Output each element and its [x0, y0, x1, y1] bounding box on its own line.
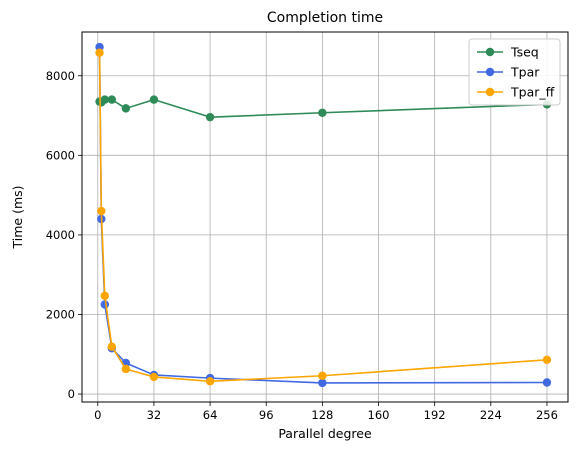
data-point	[318, 371, 327, 380]
legend-item: Tpar_ff	[477, 85, 555, 100]
y-axis: 0 2000 4000 6000 8000	[46, 69, 82, 401]
legend-item: Tseq	[477, 45, 539, 60]
data-point	[107, 95, 117, 104]
x-tick-label: 0	[94, 408, 101, 422]
x-tick-label: 160	[368, 408, 390, 422]
legend-swatch-marker	[485, 87, 495, 97]
chart-title: Completion time	[267, 10, 383, 26]
legend-label: Tpar_ff	[510, 85, 555, 100]
legend-swatch-marker	[485, 67, 495, 77]
series-tpar-ff	[95, 48, 552, 386]
data-point	[121, 364, 131, 374]
x-tick-label: 224	[480, 408, 502, 422]
legend-swatch-marker	[485, 47, 495, 57]
data-point	[100, 95, 110, 104]
y-tick-label: 8000	[46, 69, 75, 83]
data-point	[318, 108, 327, 117]
x-tick-label: 32	[147, 408, 162, 422]
data-point	[542, 355, 552, 365]
data-point	[97, 206, 106, 216]
y-axis-label: Time (ms)	[10, 185, 25, 249]
x-tick-label: 96	[259, 408, 274, 422]
data-point	[107, 342, 117, 351]
x-tick-label: 192	[424, 408, 446, 422]
y-tick-label: 0	[68, 387, 75, 401]
legend-label: Tseq	[510, 45, 539, 60]
legend-label: Tpar	[510, 65, 540, 80]
y-tick-label: 4000	[46, 228, 75, 242]
x-tick-label: 128	[311, 408, 333, 422]
y-tick-label: 2000	[46, 307, 75, 321]
x-axis-label: Parallel degree	[278, 426, 372, 441]
data-point	[95, 48, 104, 57]
data-point	[149, 95, 159, 104]
x-axis: 0 32 64 96 128 160 192 224 256	[94, 402, 558, 422]
plot-frame	[81, 31, 569, 403]
data-point	[542, 378, 552, 387]
data-point	[205, 112, 215, 122]
data-point	[100, 291, 110, 300]
data-point	[121, 104, 131, 113]
legend-item: Tpar	[477, 65, 540, 80]
x-tick-label: 256	[536, 408, 558, 422]
data-point	[149, 372, 159, 382]
data-point	[318, 378, 327, 388]
data-point	[205, 377, 215, 386]
series-layer	[95, 42, 552, 388]
y-tick-label: 6000	[46, 148, 75, 162]
x-tick-label: 64	[203, 408, 218, 422]
legend: Tseq Tpar Tpar_ff	[468, 38, 561, 106]
